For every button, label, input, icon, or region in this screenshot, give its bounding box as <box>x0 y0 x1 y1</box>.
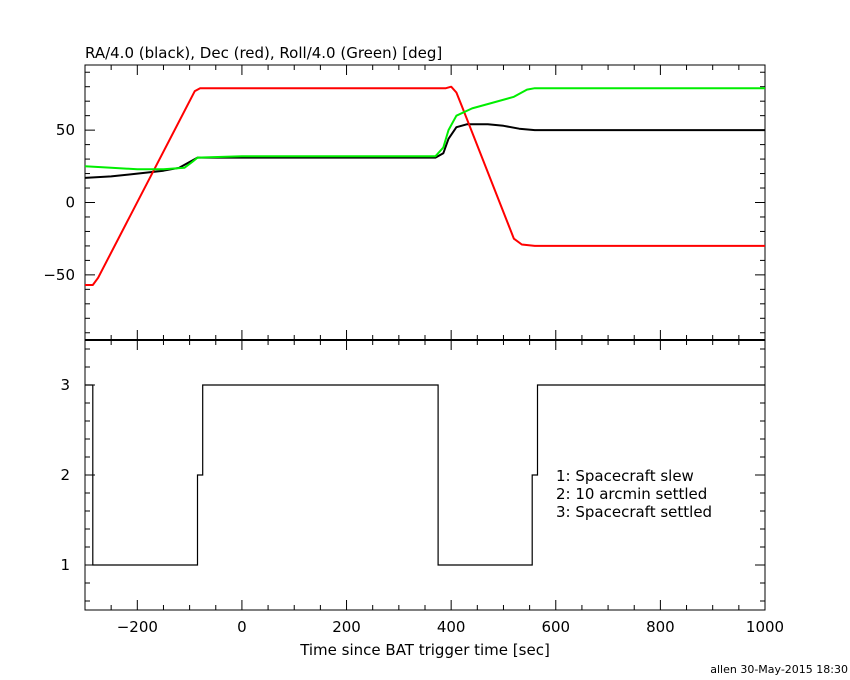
settle-status-panel: −200 0 200 400 600 800 1000 1 2 3 <box>60 339 784 636</box>
status-legend: 1: Spacecraft slew 2: 10 arcmin settled … <box>556 467 712 521</box>
y-tick-label: 2 <box>60 466 70 484</box>
ra-series-line <box>84 123 765 179</box>
x-tick-label: −200 <box>117 618 158 636</box>
y-tick-label: 0 <box>65 194 75 212</box>
x-axis-label: Time since BAT trigger time [sec] <box>299 641 550 659</box>
legend-entry-settled: 3: Spacecraft settled <box>556 503 712 521</box>
y-tick-label: 1 <box>60 556 70 574</box>
legend-entry-10arcmin: 2: 10 arcmin settled <box>556 485 707 503</box>
y-tick-label: −50 <box>43 266 75 284</box>
y-tick-label: 3 <box>60 376 70 394</box>
x-tick-label: 400 <box>437 618 466 636</box>
x-tick-label: 800 <box>646 618 675 636</box>
x-tick-label: 0 <box>237 618 247 636</box>
x-tick-label: 200 <box>332 618 361 636</box>
y-tick-label: 50 <box>56 121 75 139</box>
roll-series-line <box>84 87 765 171</box>
attitude-title: RA/4.0 (black), Dec (red), Roll/4.0 (Gre… <box>85 44 442 62</box>
x-tick-label: 1000 <box>746 618 784 636</box>
legend-entry-slew: 1: Spacecraft slew <box>556 467 694 485</box>
footer-timestamp: allen 30-May-2015 18:30 <box>710 663 848 676</box>
dec-series-line <box>85 85 765 286</box>
settle-status-line <box>85 384 765 566</box>
attitude-panel: −50 0 50 <box>43 64 766 341</box>
x-tick-label: 600 <box>541 618 570 636</box>
